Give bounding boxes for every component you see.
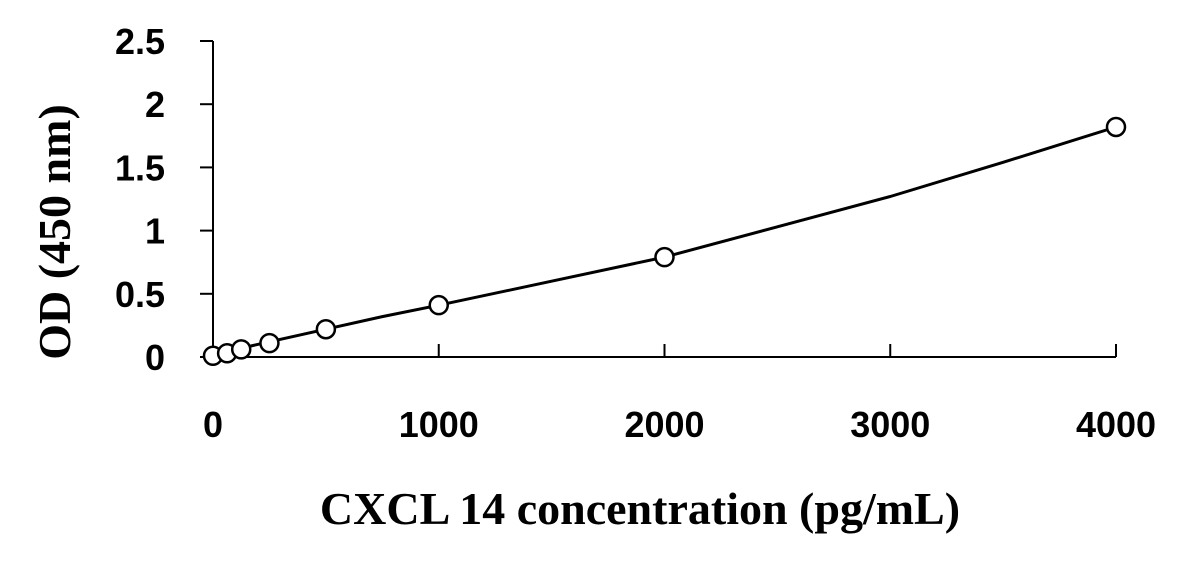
data-points [202,116,1127,366]
x-axis-title: CXCL 14 concentration (pg/mL) [320,483,960,534]
y-tick-label: 0.5 [115,274,165,315]
data-point [315,318,337,340]
data-point [428,294,449,316]
data-point [230,339,252,360]
data-point [1105,116,1127,138]
y-tick-label: 1 [145,211,165,252]
data-point [654,246,675,268]
data-point [259,332,280,354]
x-tick-label: 0 [203,404,223,445]
x-tick-label: 1000 [399,404,479,445]
y-axis-ticks: 0 0.5 1 1.5 2 2.5 [115,21,213,378]
x-axis-ticks: 0 1000 2000 3000 4000 [203,344,1156,445]
x-tick-label: 3000 [850,404,930,445]
y-axis-title: OD (450 nm) [29,104,80,360]
y-tick-label: 0 [145,337,165,378]
y-tick-label: 1.5 [115,147,165,188]
y-tick-label: 2.5 [115,21,165,62]
fit-curve [212,125,1117,356]
x-tick-label: 2000 [624,404,704,445]
x-tick-label: 4000 [1076,404,1156,445]
fit-curve-group [212,125,1117,356]
y-tick-label: 2 [145,84,165,125]
axes [212,41,1116,358]
